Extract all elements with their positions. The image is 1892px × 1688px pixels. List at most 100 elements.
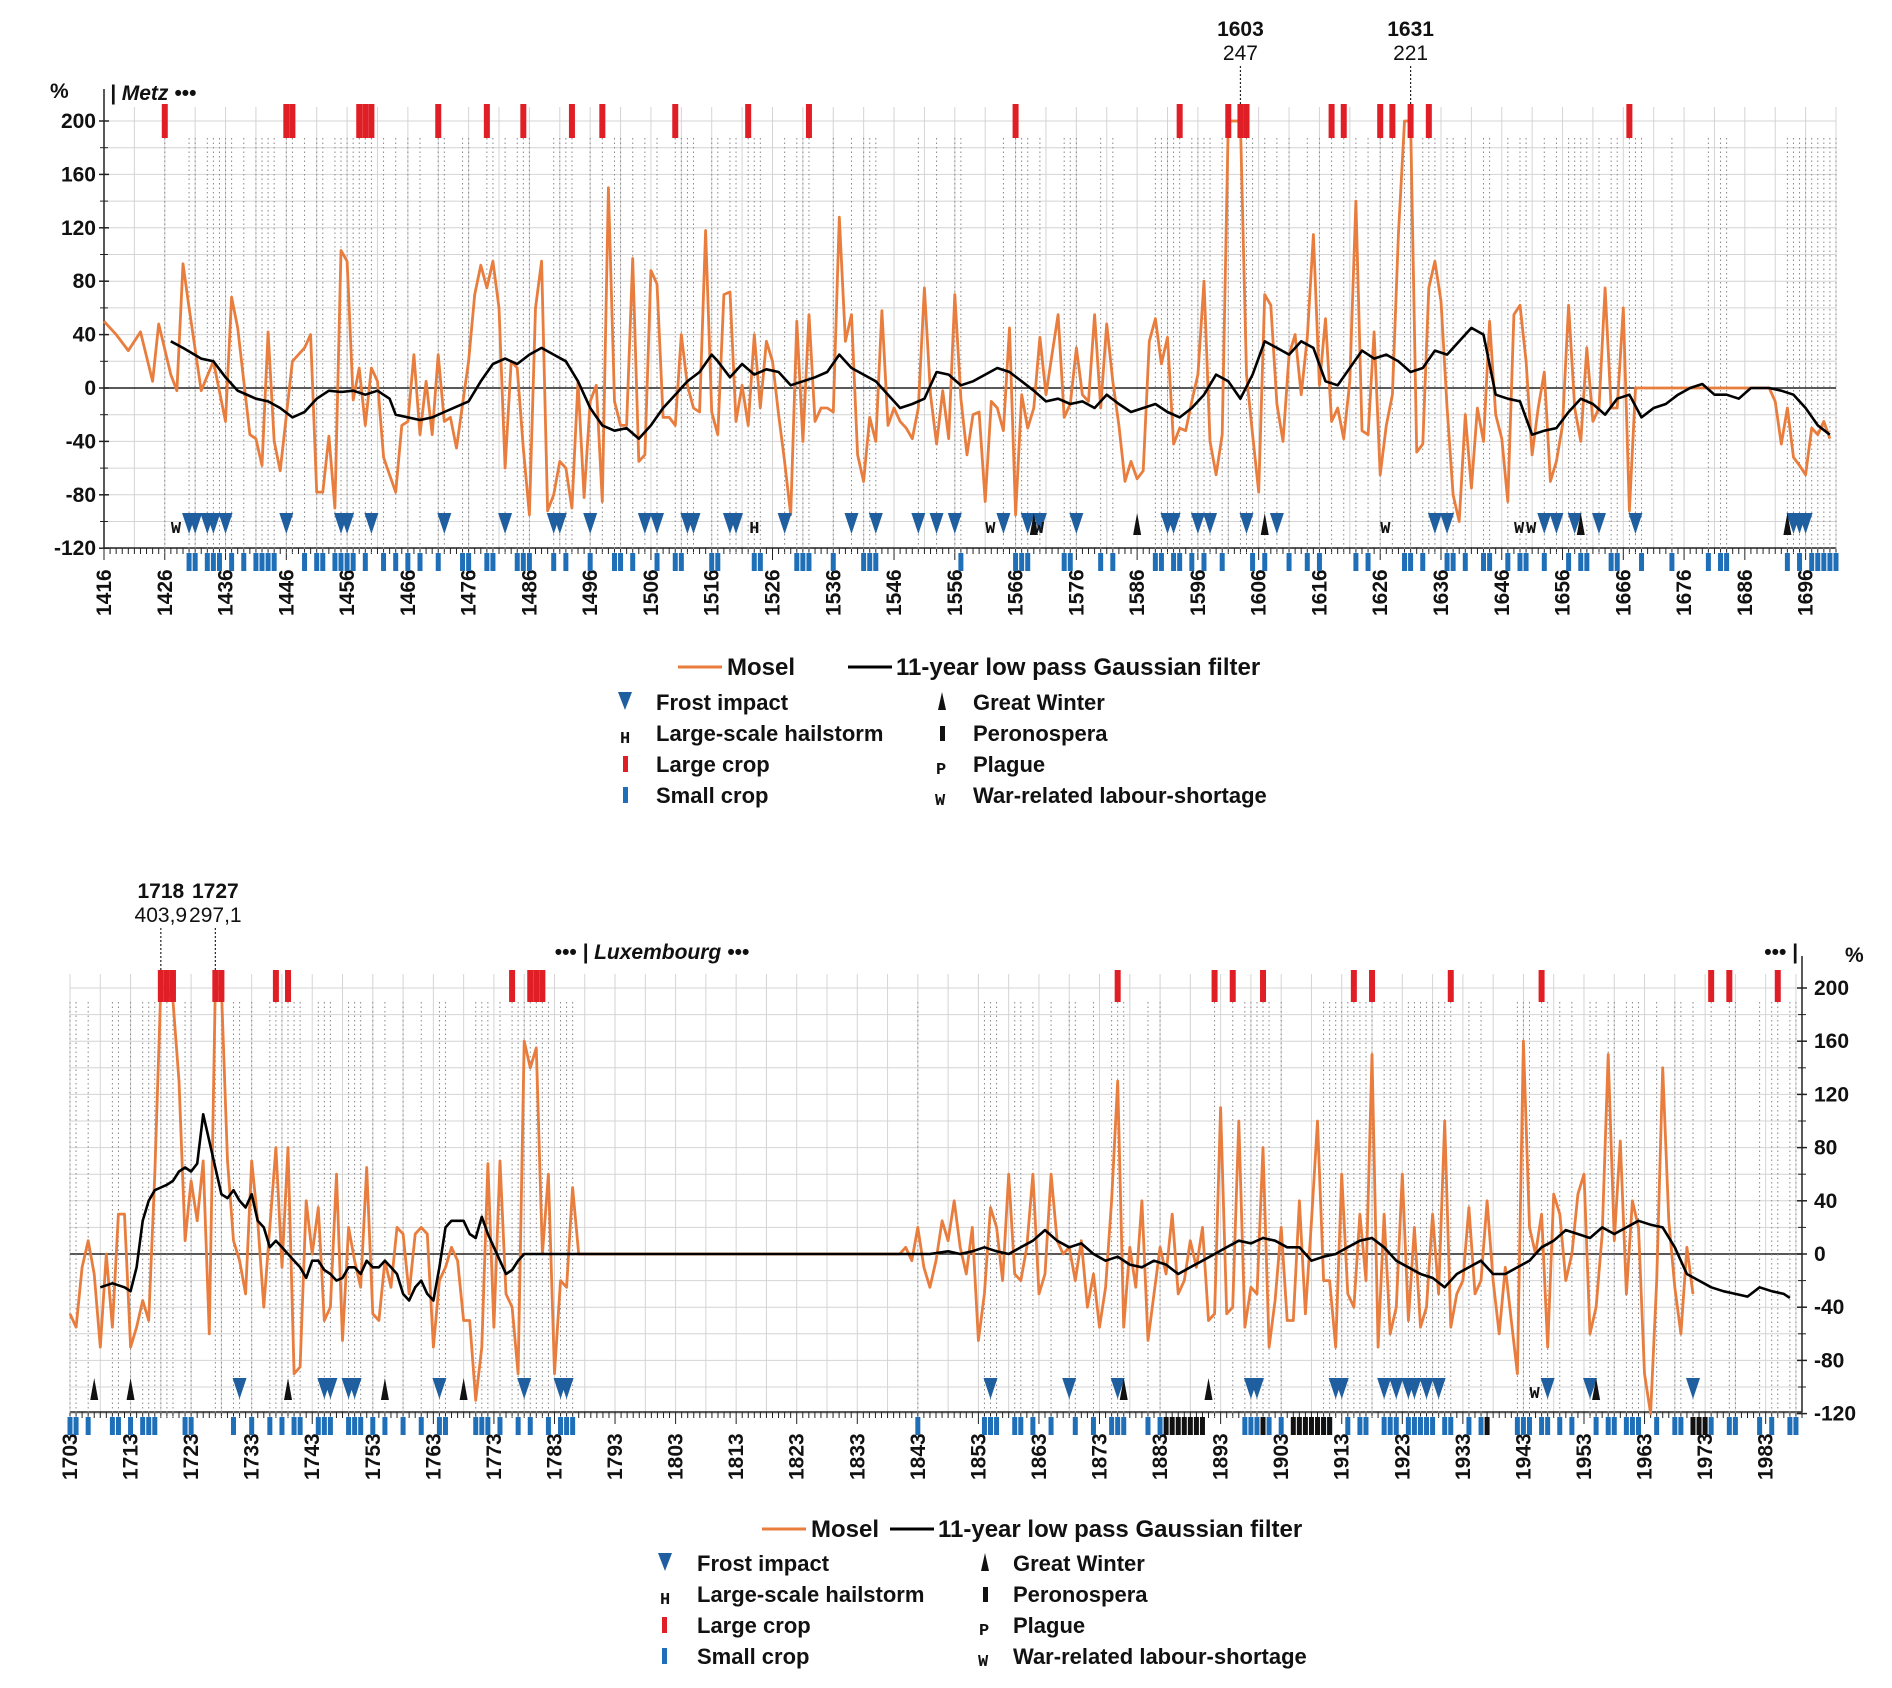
small-crop-marker [1517,553,1523,571]
great-winter-marker [380,1378,389,1400]
small-crop-marker [563,553,569,571]
small-crop-marker [1705,553,1711,571]
x-tick-label: 1753 [362,1433,385,1480]
y-tick-label: -120 [54,537,96,560]
small-crop-marker [861,553,867,571]
frost-marker [583,513,598,534]
small-crop-marker [558,1417,564,1435]
x-tick-label: 1636 [1430,569,1453,616]
large-crop-marker [805,104,812,138]
war-marker: W [985,520,996,539]
small-crop-marker [1189,553,1195,571]
y-tick-label: 40 [73,324,96,347]
small-crop-marker [1505,553,1511,571]
small-crop-marker [479,1417,485,1435]
frost-marker [347,1378,362,1399]
x-tick-label: 1546 [883,569,906,616]
small-crop-marker [545,1417,551,1435]
small-crop-marker [1611,1417,1617,1435]
small-crop-marker [302,553,308,571]
x-tick-label: 1466 [397,569,420,616]
small-crop-marker [473,1417,479,1435]
y-tick-label: 160 [1814,1030,1849,1053]
small-crop-marker [1250,553,1256,571]
frost-marker [1591,513,1606,534]
small-crop-marker [1219,553,1225,571]
small-crop-marker [1357,1417,1363,1435]
great-winter-marker [1119,1378,1128,1400]
small-crop-marker [678,553,684,571]
frost-marker [1549,513,1564,534]
large-crop-marker [218,970,225,1002]
x-tick-label: 1823 [786,1433,809,1480]
small-crop-marker [229,553,235,571]
hail-icon: H [620,730,630,749]
small-crop-marker [352,1417,358,1435]
x-tick-label: 1893 [1210,1433,1233,1480]
small-crop-marker [1405,1417,1411,1435]
small-crop-marker [1019,553,1025,571]
x-tick-label: 1526 [761,569,784,616]
small-crop-marker [381,553,387,571]
small-crop-marker [418,1417,424,1435]
x-tick-label: 1883 [1149,1433,1172,1480]
small-crop-marker [1520,1417,1526,1435]
x-tick-label: 1676 [1673,569,1696,616]
x-tick-label: 1416 [93,569,116,616]
small-crop-marker [1408,553,1414,571]
y-axis-unit: % [1845,944,1864,967]
frost-marker [686,513,701,534]
frost-marker [218,513,233,534]
y-tick-label: 120 [1814,1083,1849,1106]
small-crop-marker [1566,553,1572,571]
x-tick-label: 1763 [422,1433,445,1480]
small-crop-marker [315,1417,321,1435]
small-crop-marker [435,553,441,571]
small-crop-marker [1526,1417,1532,1435]
small-crop-marker [611,553,617,571]
y-axis-unit: % [50,80,69,103]
small-crop-marker [1266,1417,1272,1435]
legend-frost-label: Frost impact [697,1551,830,1576]
small-crop-marker [1316,553,1322,571]
large-crop-marker [285,970,292,1002]
x-tick-label: 1666 [1612,569,1635,616]
peronospera-marker [1187,1417,1193,1435]
large-crop-marker [1211,970,1218,1002]
small-crop-marker [1523,553,1529,571]
peronospera-marker [1484,1417,1490,1435]
small-crop-marker [267,1417,273,1435]
hail-marker: H [749,520,759,539]
small-crop-marker [1539,1417,1545,1435]
peronospera-marker [1327,1417,1333,1435]
small-crop-marker [1152,553,1158,571]
large-crop-marker [1243,104,1250,138]
small-crop-marker [358,1417,364,1435]
small-crop-marker [321,1417,327,1435]
great-winter-marker [459,1378,468,1400]
small-crop-marker [1593,1417,1599,1435]
small-crop-marker [109,1417,115,1435]
peronospera-marker [1290,1417,1296,1435]
large-crop-marker [599,104,606,138]
war-marker: W [1514,520,1525,539]
annotation-value: 403,9 [135,904,188,927]
small-crop-marker [570,1417,576,1435]
small-crop-marker [186,553,192,571]
y-tick-label: -80 [66,484,96,507]
frost-marker [1377,1378,1392,1399]
war-marker: W [1530,1385,1541,1404]
frost-marker [206,513,221,534]
small-crop-marker [497,1417,503,1435]
frost-marker [1389,1378,1404,1399]
small-crop-marker [1833,553,1839,571]
small-crop-marker [146,1417,152,1435]
plague-icon: P [979,1622,989,1641]
small-crop-marker [417,553,423,571]
great-winter-marker [1029,513,1038,535]
small-crop-marker [867,553,873,571]
small-crop-marker [1462,553,1468,571]
large-crop-marker [1425,104,1432,138]
frost-marker [1440,513,1455,534]
small-crop-marker [1278,1417,1284,1435]
